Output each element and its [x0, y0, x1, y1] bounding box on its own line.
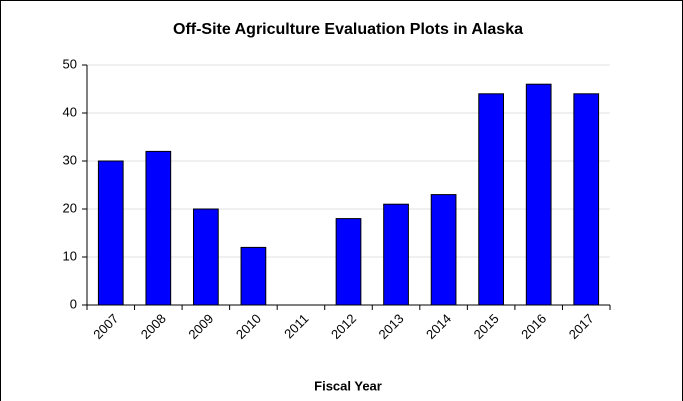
bar: [145, 150, 172, 306]
y-tick-label: 20: [63, 200, 77, 215]
y-tick-label: 0: [70, 296, 77, 311]
chart-title: Off-Site Agriculture Evaluation Plots in…: [173, 21, 523, 38]
x-tick-label: 2010: [233, 311, 264, 342]
bar: [335, 218, 362, 306]
bar: [525, 83, 552, 306]
bar: [240, 246, 267, 306]
x-axis-label: Fiscal Year: [314, 378, 382, 393]
bar: [430, 194, 457, 306]
y-tick-label: 10: [63, 248, 77, 263]
bar: [573, 93, 600, 306]
x-tick-label: 2008: [138, 311, 169, 342]
x-tick-label: 2013: [376, 311, 407, 342]
y-tick-label: 30: [63, 152, 77, 167]
y-tick-label: 40: [63, 104, 77, 119]
x-tick-label: 2016: [518, 311, 549, 342]
x-tick-label: 2012: [328, 311, 359, 342]
bar: [97, 160, 124, 306]
bar: [383, 203, 409, 306]
x-tick-label: 2017: [566, 311, 597, 342]
bar: [478, 93, 504, 306]
x-tick-label: 2009: [185, 311, 216, 342]
x-tick-label: 2015: [471, 311, 502, 342]
bar: [193, 208, 219, 306]
y-tick-label: 50: [63, 56, 77, 71]
x-tick-label: 2007: [90, 311, 121, 342]
x-tick-label: 2014: [423, 311, 454, 342]
x-tick-label: 2011: [281, 311, 311, 341]
